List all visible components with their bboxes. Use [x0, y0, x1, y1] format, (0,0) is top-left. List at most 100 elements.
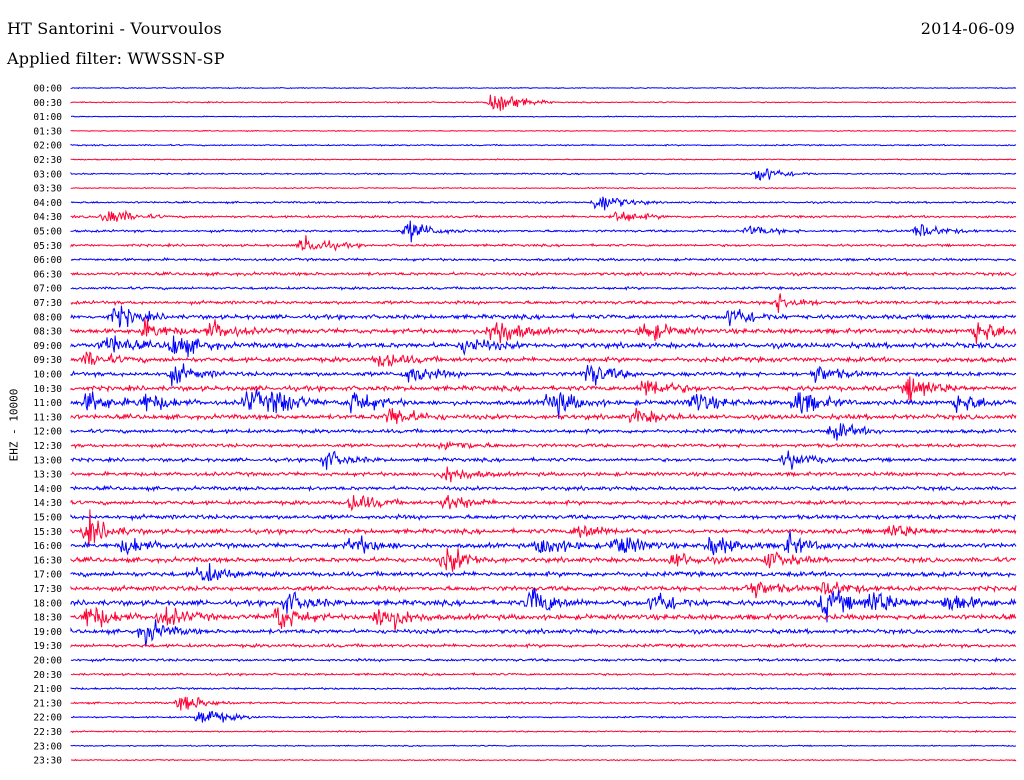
time-tick-label: 12:00 [33, 427, 62, 438]
time-tick-label: 16:00 [33, 541, 62, 552]
time-tick-label: 05:30 [33, 241, 62, 252]
time-tick-label: 08:00 [33, 312, 62, 323]
time-tick-label: 09:30 [33, 355, 62, 366]
trace-0800 [70, 305, 1017, 328]
trace-1530 [70, 509, 1017, 548]
time-tick-label: 19:00 [33, 627, 62, 638]
time-tick-label: 22:00 [33, 713, 62, 724]
time-tick-label: 11:00 [33, 398, 62, 409]
time-tick-label: 02:00 [33, 141, 62, 152]
time-tick-label: 10:30 [33, 384, 62, 395]
trace-1200 [70, 422, 1017, 441]
trace-0630 [70, 270, 1017, 278]
time-tick-label: 07:00 [33, 284, 62, 295]
time-tick-label: 19:30 [33, 641, 62, 652]
trace-2200 [70, 710, 1016, 723]
trace-0500 [70, 220, 1016, 243]
time-tick-label: 02:30 [33, 155, 62, 166]
trace-0830 [70, 318, 1017, 344]
time-tick-label: 06:30 [33, 269, 62, 280]
time-tick-label: 20:30 [33, 670, 62, 681]
trace-1300 [70, 450, 1017, 470]
trace-1700 [70, 563, 1017, 582]
time-tick-label: 04:30 [33, 212, 62, 223]
time-tick-label: 00:30 [33, 98, 62, 109]
trace-1500 [70, 513, 1017, 522]
time-tick-label: 06:00 [33, 255, 62, 266]
time-tick-label: 18:00 [33, 598, 62, 609]
trace-0000 [70, 86, 1017, 90]
trace-1000 [70, 363, 1016, 387]
trace-0230 [70, 158, 1017, 161]
trace-0900 [70, 335, 1017, 358]
time-tick-label: 07:30 [33, 298, 62, 309]
time-tick-label: 15:30 [33, 527, 62, 538]
trace-0400 [70, 196, 1017, 211]
time-tick-label: 23:30 [33, 756, 62, 767]
trace-2130 [70, 696, 1017, 711]
time-tick-label: 10:00 [33, 370, 62, 381]
time-tick-label: 08:30 [33, 327, 62, 338]
time-tick-label: 12:30 [33, 441, 62, 452]
time-tick-label: 18:30 [33, 613, 62, 624]
time-tick-label: 14:00 [33, 484, 62, 495]
trace-1800 [70, 587, 1017, 623]
time-tick-label: 16:30 [33, 555, 62, 566]
time-tick-label: 01:30 [33, 126, 62, 137]
time-tick-label: 17:00 [33, 570, 62, 581]
time-tick-label: 09:00 [33, 341, 62, 352]
trace-2100 [70, 686, 1017, 691]
trace-0930 [70, 351, 1017, 368]
station-title: HT Santorini - Vourvoulos [7, 19, 222, 38]
trace-2300 [70, 744, 1016, 748]
time-tick-label: 22:30 [33, 727, 62, 738]
trace-1830 [70, 606, 1017, 632]
trace-1030 [70, 376, 1017, 402]
time-tick-label: 00:00 [33, 84, 62, 95]
trace-1230 [70, 440, 1017, 451]
time-tick-label: 13:00 [33, 455, 62, 466]
record-date: 2014-06-09 [920, 19, 1015, 38]
trace-0430 [70, 209, 1017, 222]
time-tick-label: 03:00 [33, 169, 62, 180]
trace-0100 [70, 115, 1017, 118]
time-tick-label: 04:00 [33, 198, 62, 209]
time-tick-label: 13:30 [33, 470, 62, 481]
time-tick-label: 17:30 [33, 584, 62, 595]
trace-1100 [70, 389, 1017, 419]
trace-0130 [70, 129, 1017, 133]
trace-0330 [70, 186, 1017, 190]
trace-0730 [70, 293, 1017, 313]
time-tick-label: 03:30 [33, 184, 62, 195]
time-tick-label: 01:00 [33, 112, 62, 123]
trace-2230 [70, 729, 1017, 734]
time-tick-label: 05:00 [33, 227, 62, 238]
time-tick-label: 14:30 [33, 498, 62, 509]
time-tick-label: 21:00 [33, 684, 62, 695]
trace-1600 [70, 531, 1017, 556]
trace-0300 [70, 168, 1017, 181]
time-tick-label: 20:00 [33, 656, 62, 667]
trace-2030 [70, 671, 1017, 677]
trace-0700 [70, 285, 1017, 291]
time-tick-label: 11:30 [33, 412, 62, 423]
trace-0530 [70, 235, 1017, 252]
time-tick-label: 21:30 [33, 698, 62, 709]
trace-1130 [70, 407, 1017, 425]
trace-1630 [70, 548, 1017, 572]
trace-1730 [70, 581, 1017, 599]
trace-0200 [70, 143, 1017, 147]
time-tick-label: 15:00 [33, 513, 62, 524]
time-tick-label: 23:00 [33, 741, 62, 752]
trace-1400 [70, 484, 1017, 493]
trace-1330 [70, 466, 1017, 483]
trace-1900 [70, 619, 1017, 647]
trace-0600 [70, 257, 1016, 263]
trace-1930 [70, 642, 1017, 650]
trace-2000 [70, 656, 1017, 663]
filter-label: Applied filter: WWSSN-SP [7, 49, 225, 68]
trace-1430 [70, 494, 1017, 512]
trace-0030 [70, 94, 1017, 112]
trace-2330 [70, 758, 1017, 762]
